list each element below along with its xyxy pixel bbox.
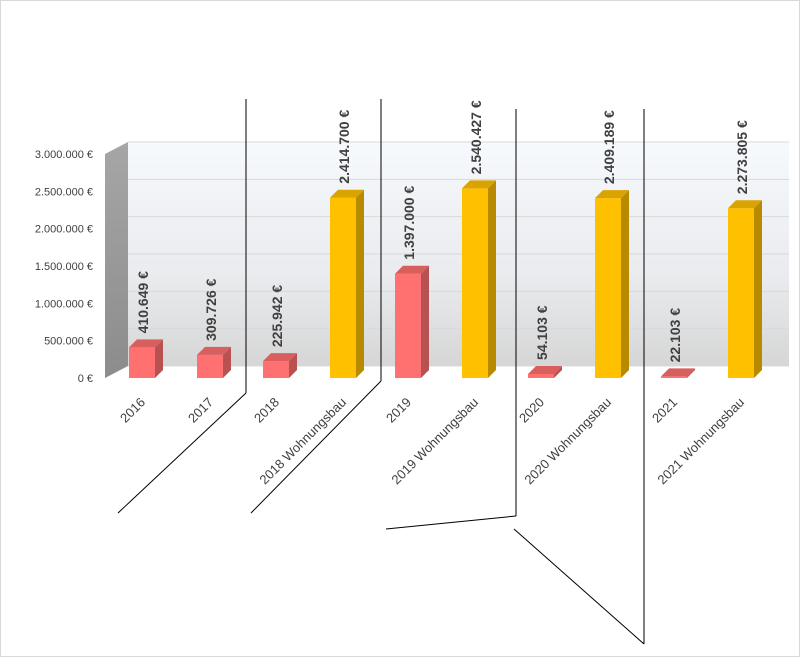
data-label: 2.414.700 € [336,110,352,184]
bar-side [687,368,695,378]
data-label: 2.409.189 € [601,110,617,184]
bar-side [554,365,562,378]
bar [330,189,364,378]
category-separator [250,380,382,514]
data-label: 1.397.000 € [401,186,417,260]
x-tick-label: 2019 [383,395,414,426]
bar [661,368,695,378]
bar-front [462,188,488,378]
bar-side [488,180,496,378]
category-separator [385,515,517,530]
y-tick-label: 500.000 € [44,336,93,348]
bar-side [155,339,163,378]
data-label: 225.942 € [269,285,285,347]
bar-top [129,339,163,348]
bar-side [356,189,364,378]
bar-top [728,200,762,209]
bar-top [330,189,364,198]
bar-front [595,198,621,378]
bar-top [528,365,562,374]
data-label: 54.103 € [534,305,550,360]
bar [462,180,496,378]
bar-top [263,353,297,362]
bar-front [129,347,155,378]
category-separator [117,392,247,514]
bar-top [595,190,629,199]
y-tick-label: 3.000.000 € [35,149,93,161]
bar [395,265,429,378]
x-tick-label: 2016 [117,395,148,426]
bar-front [330,197,356,378]
bar-top [462,180,496,189]
y-tick-label: 2.000.000 € [35,224,93,236]
bar [595,190,629,378]
x-tick-label: 2020 [516,395,547,426]
bar [263,353,297,378]
bar [129,339,163,378]
side-wall [105,142,128,378]
bar-side [223,346,231,378]
bar [728,200,762,378]
x-tick-label: 2021 [649,395,680,426]
bar [197,346,231,378]
data-label: 2.540.427 € [468,100,484,174]
bar-side [289,353,297,378]
bar-front [395,273,421,378]
bar-front [197,354,223,378]
y-tick-label: 0 € [78,373,93,385]
data-label: 22.103 € [667,308,683,363]
bar-top [661,368,695,377]
y-tick-label: 1.500.000 € [35,261,93,273]
data-label: 410.649 € [135,271,151,333]
data-label: 309.726 € [203,278,219,340]
bar-side [421,265,429,378]
bar-front [728,208,754,378]
bar-top [197,346,231,355]
bar-top [395,265,429,274]
bar-front [263,361,289,378]
data-label: 2.273.805 € [734,120,750,194]
bar-front [661,376,687,378]
y-tick-label: 1.000.000 € [35,298,93,310]
x-tick-label: 2018 [251,395,282,426]
bar-side [621,190,629,378]
category-separator [513,528,645,645]
y-tick-label: 2.500.000 € [35,186,93,198]
bar-side [754,200,762,378]
bar [528,365,562,378]
bar-front [528,373,554,378]
x-tick-label: 2017 [185,395,216,426]
